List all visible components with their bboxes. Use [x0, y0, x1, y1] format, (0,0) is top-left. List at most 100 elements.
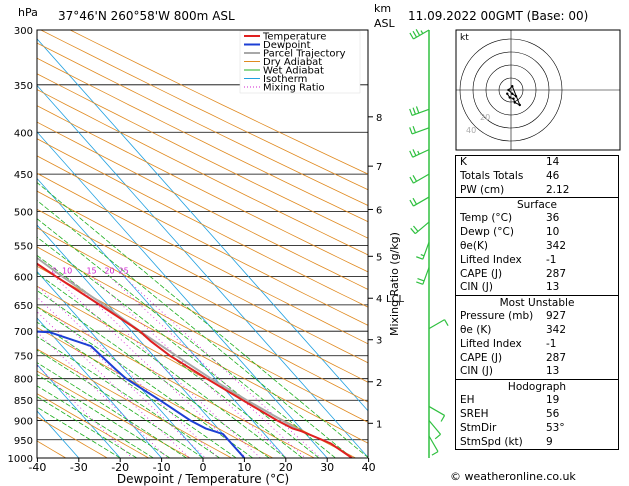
index-totals-totals: Totals Totals 46 — [460, 169, 560, 182]
km-tick-label: 4 — [376, 294, 382, 305]
km-tick-label: 5 — [376, 252, 382, 263]
wind-barb-flag — [415, 29, 421, 36]
temperature-line — [37, 262, 353, 458]
dry-adiabat-line — [37, 138, 368, 308]
legend-mixing-ratio: Mixing Ratio — [263, 83, 325, 94]
wet-adiabat-line — [37, 290, 270, 458]
wind-barb-staff — [413, 173, 430, 184]
wind-barb-staff — [414, 221, 430, 235]
p-tick-label: 850 — [14, 396, 33, 407]
p-tick-label: 300 — [14, 26, 33, 37]
wind-barb-staff — [412, 149, 430, 158]
x-tick-label: 0 — [200, 461, 207, 474]
wind-barb-staff — [413, 196, 430, 207]
hodograph-point — [518, 103, 521, 107]
wind-barb-staff — [422, 242, 430, 260]
dry-adiabat-line — [37, 306, 315, 458]
km-tick-label: 1 — [376, 419, 382, 430]
surface-cin: CIN (J) 13 — [460, 281, 560, 294]
wet-adiabat-line — [37, 218, 336, 458]
wind-barb-flag — [412, 174, 418, 182]
hodograph-point — [507, 88, 510, 92]
dry-adiabat-line — [70, 30, 368, 175]
wind-barb-staff — [428, 405, 445, 416]
wind-barb — [409, 106, 430, 117]
km-tick-label: 3 — [376, 336, 382, 347]
wind-barb — [416, 267, 430, 285]
wind-barb-flag — [434, 433, 441, 440]
wind-barb-half — [420, 30, 424, 34]
legend-parcel: Parcel Trajectory — [263, 49, 346, 60]
wet-adiabat-line — [37, 199, 353, 458]
dry-adiabat-line — [37, 172, 368, 345]
wet-adiabat-line — [37, 254, 303, 458]
wind-barb-half — [420, 253, 425, 257]
mixing-ratio-label: 15 — [86, 266, 96, 275]
p-tick-label: 400 — [14, 128, 33, 139]
dry-adiabat-line — [37, 246, 368, 423]
legend: Temperature Dewpoint Parcel Trajectory D… — [239, 30, 361, 94]
wind-barb — [428, 319, 449, 330]
hodo-sreh: SREH 56 — [460, 407, 560, 420]
p-tick-label: 600 — [14, 272, 33, 283]
x-tick-label: 10 — [237, 461, 251, 474]
x-tick-label: 30 — [320, 461, 334, 474]
dry-adiabat-line — [37, 208, 368, 383]
km-tick-label: 7 — [376, 162, 382, 173]
wet-adiabat-line — [37, 396, 138, 458]
wind-barb-staff — [428, 319, 445, 330]
dry-adiabat-line — [37, 393, 149, 458]
p-tick-label: 950 — [14, 436, 33, 447]
wind-barb — [428, 435, 439, 456]
hodograph-table-title: Hodograph — [507, 381, 567, 394]
wind-barb-flag — [444, 319, 449, 327]
mu-pressure: Pressure (mb) 927 — [460, 310, 567, 323]
wet-adiabat-line — [37, 349, 204, 458]
x-axis-label: Dewpoint / Temperature (°C) — [117, 472, 289, 486]
dry-adiabat-line — [37, 73, 368, 239]
p-tick-label: 800 — [14, 375, 33, 386]
wind-barb-flag — [416, 281, 424, 285]
hodograph-point — [512, 97, 515, 100]
p-tick-label: 450 — [14, 170, 33, 181]
wind-barb-flag — [412, 30, 418, 38]
copyright-footer[interactable]: © weatheronline.co.uk — [450, 470, 576, 483]
mixing-ratio-line — [37, 364, 133, 458]
mixing-ratio-label: 20 — [104, 266, 114, 275]
surface-lifted-index: Lifted Index -1 — [460, 253, 557, 266]
dry-adiabat-line — [40, 30, 368, 191]
mixing-ratio-label: 25 — [119, 266, 129, 275]
wind-barb — [416, 242, 430, 260]
dry-adiabat-line — [37, 227, 368, 403]
p-tick-label: 750 — [14, 352, 33, 363]
lcl-label: LCL — [386, 294, 405, 305]
mixing-ratio-label: 10 — [62, 266, 72, 275]
wind-barb — [409, 149, 430, 158]
mu-theta-e: θe (K) 342 — [460, 323, 567, 336]
wind-barb-flag — [417, 277, 425, 282]
surface-dewp: Dewp (°C) 10 — [460, 226, 560, 239]
wind-barb-half — [417, 150, 420, 155]
isotherm-line — [37, 38, 368, 412]
wind-barb-flag — [415, 106, 420, 114]
wind-barb-flag — [412, 107, 417, 115]
p-tick-label: 650 — [14, 301, 33, 312]
isotherm-line — [37, 84, 368, 458]
wet-adiabat-line — [37, 406, 121, 458]
wind-barb — [410, 221, 430, 235]
location-title: 37°46'N 260°58'W 800m ASL — [58, 9, 235, 23]
hpa-label: hPa — [18, 6, 38, 19]
isotherm-line — [37, 177, 287, 458]
p-tick-label: 350 — [14, 81, 33, 92]
wind-barb-staff — [428, 420, 442, 435]
wind-barb-flag — [409, 108, 413, 116]
mixing-ratio-line — [37, 284, 219, 458]
wind-barb — [409, 196, 430, 207]
wet-adiabat-line — [37, 362, 187, 458]
p-tick-label: 500 — [14, 208, 33, 219]
dry-adiabat-line — [37, 105, 368, 273]
most-unstable-title: Most Unstable — [499, 297, 575, 310]
wet-adiabat-line — [37, 272, 287, 458]
wet-adiabat-line — [37, 336, 220, 458]
legend-wet-adiabat: Wet Adiabat — [263, 66, 324, 77]
